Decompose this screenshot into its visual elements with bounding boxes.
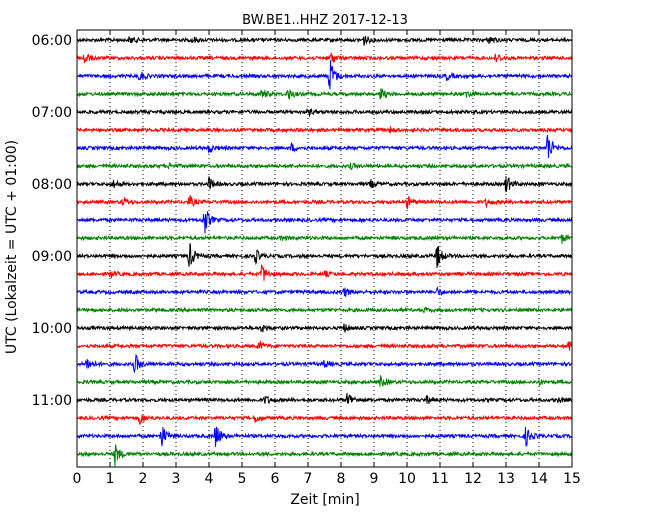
x-tick-label: 3 — [172, 471, 181, 487]
trace-1030-blue — [76, 353, 573, 374]
trace-0600-black — [76, 35, 573, 46]
y-tick-label: 10:00 — [32, 321, 72, 337]
x-tick-label: 11 — [431, 471, 449, 487]
y-tick-label: 11:00 — [32, 393, 72, 409]
trace-1115-red — [76, 414, 573, 426]
y-tick-label: 08:00 — [32, 177, 72, 193]
trace-0800-black — [76, 176, 573, 192]
trace-0815-red — [76, 194, 573, 210]
trace-0930-blue — [76, 286, 573, 297]
grid-layer — [109, 30, 540, 467]
x-axis-label: Zeit [min] — [290, 492, 359, 508]
trace-0745-green — [76, 162, 573, 170]
tick-layer: 0 1 2 3 4 5 6 7 8 9 10 11 12 13 14 1506:0007:0008:0009:… — [32, 30, 581, 487]
x-tick-label: 15 — [563, 471, 581, 487]
chart-title: BW.BE1..HHZ 2017-12-13 — [242, 13, 408, 28]
trace-0915-red — [76, 264, 573, 281]
y-tick-label: 06:00 — [32, 33, 72, 49]
x-tick-label: 0 — [73, 471, 82, 487]
x-tick-label: 9 — [370, 471, 379, 487]
trace-0845-green — [76, 233, 573, 244]
trace-0700-black — [76, 107, 573, 118]
x-tick-label: 12 — [464, 471, 482, 487]
y-tick-label: 09:00 — [32, 249, 72, 265]
trace-0630-blue — [76, 60, 573, 90]
trace-1100-black — [76, 393, 573, 405]
plot-frame — [76, 29, 573, 468]
x-tick-label: 10 — [398, 471, 416, 487]
x-tick-label: 7 — [304, 471, 313, 487]
trace-layer — [76, 35, 573, 467]
x-tick-label: 14 — [530, 471, 548, 487]
y-tick-label: 07:00 — [32, 105, 72, 121]
trace-1130-blue — [76, 426, 573, 447]
trace-0730-blue — [76, 134, 573, 159]
x-tick-label: 6 — [271, 471, 280, 487]
x-tick-label: 5 — [238, 471, 247, 487]
x-tick-label: 4 — [205, 471, 214, 487]
trace-1015-red — [76, 340, 573, 351]
trace-0900-black — [76, 243, 572, 269]
trace-0830-blue — [76, 211, 573, 234]
trace-1145-green — [76, 444, 573, 467]
x-tick-label: 2 — [139, 471, 148, 487]
x-tick-label: 8 — [337, 471, 346, 487]
y-axis-label: UTC (Lokalzeit = UTC + 01:00) — [4, 140, 20, 354]
trace-1000-black — [76, 323, 573, 333]
trace-0715-red — [76, 126, 573, 134]
x-tick-label: 1 — [106, 471, 115, 487]
trace-0645-green — [76, 88, 572, 100]
trace-1045-green — [76, 375, 573, 387]
x-tick-label: 13 — [497, 471, 515, 487]
trace-0615-red — [76, 52, 573, 64]
trace-0945-green — [76, 306, 572, 314]
